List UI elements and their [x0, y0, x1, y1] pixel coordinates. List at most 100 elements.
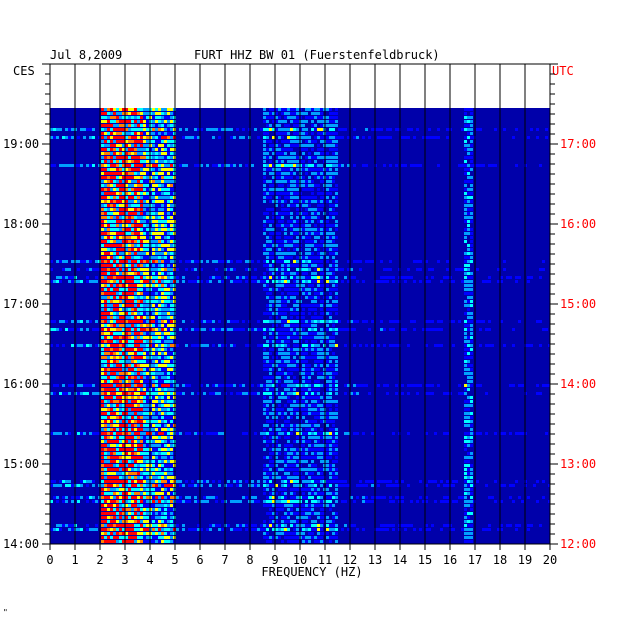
heatmap-cell	[320, 352, 323, 355]
heatmap-cell	[266, 236, 269, 239]
heatmap-cell	[155, 412, 158, 415]
heatmap-cell	[131, 256, 134, 259]
heatmap-cell	[140, 112, 143, 115]
heatmap-cell	[131, 272, 134, 275]
heatmap-cell	[353, 164, 356, 167]
heatmap-cell	[293, 356, 296, 359]
heatmap-cell	[281, 220, 284, 223]
heatmap-cell	[152, 124, 155, 127]
heatmap-cell	[152, 176, 155, 179]
heatmap-cell	[467, 124, 470, 127]
heatmap-cell	[125, 116, 128, 119]
heatmap-cell	[278, 288, 281, 291]
heatmap-cell	[290, 452, 293, 455]
heatmap-cell	[170, 112, 173, 115]
heatmap-cell	[161, 288, 164, 291]
heatmap-cell	[320, 164, 323, 167]
heatmap-cell	[113, 196, 116, 199]
heatmap-cell	[305, 448, 308, 451]
heatmap-cell	[128, 112, 131, 115]
heatmap-cell	[317, 112, 320, 115]
heatmap-cell	[326, 244, 329, 247]
heatmap-cell	[161, 444, 164, 447]
heatmap-cell	[137, 128, 140, 131]
heatmap-cell	[140, 456, 143, 459]
heatmap-cell	[272, 116, 275, 119]
heatmap-cell	[317, 232, 320, 235]
heatmap-cell	[266, 412, 269, 415]
heatmap-cell	[317, 432, 320, 435]
heatmap-cell	[62, 164, 65, 167]
heatmap-cell	[332, 336, 335, 339]
heatmap-cell	[266, 296, 269, 299]
heatmap-cell	[266, 404, 269, 407]
heatmap-cell	[128, 156, 131, 159]
heatmap-cell	[317, 128, 320, 131]
heatmap-cell	[470, 168, 473, 171]
heatmap-cell	[266, 340, 269, 343]
heatmap-cell	[122, 296, 125, 299]
heatmap-cell	[320, 132, 323, 135]
heatmap-cell	[170, 220, 173, 223]
heatmap-cell	[413, 328, 416, 331]
heatmap-cell	[128, 380, 131, 383]
heatmap-cell	[293, 452, 296, 455]
heatmap-cell	[332, 276, 335, 279]
heatmap-cell	[287, 360, 290, 363]
heatmap-cell	[110, 228, 113, 231]
heatmap-cell	[263, 192, 266, 195]
heatmap-cell	[290, 308, 293, 311]
heatmap-cell	[293, 360, 296, 363]
heatmap-cell	[143, 244, 146, 247]
heatmap-cell	[293, 144, 296, 147]
heatmap-cell	[134, 240, 137, 243]
heatmap-cell	[104, 428, 107, 431]
heatmap-cell	[212, 344, 215, 347]
heatmap-cell	[227, 128, 230, 131]
heatmap-cell	[275, 128, 278, 131]
heatmap-cell	[146, 264, 149, 267]
heatmap-cell	[131, 160, 134, 163]
heatmap-cell	[92, 136, 95, 139]
heatmap-cell	[401, 384, 404, 387]
heatmap-cell	[437, 344, 440, 347]
heatmap-cell	[290, 108, 293, 111]
heatmap-cell	[275, 268, 278, 271]
heatmap-cell	[137, 312, 140, 315]
heatmap-cell	[317, 208, 320, 211]
heatmap-cell	[170, 252, 173, 255]
heatmap-cell	[110, 152, 113, 155]
heatmap-cell	[287, 252, 290, 255]
heatmap-cell	[131, 228, 134, 231]
heatmap-cell	[464, 356, 467, 359]
heatmap-cell	[116, 280, 119, 283]
heatmap-cell	[290, 448, 293, 451]
heatmap-cell	[269, 156, 272, 159]
heatmap-cell	[467, 312, 470, 315]
heatmap-cell	[326, 340, 329, 343]
heatmap-cell	[119, 276, 122, 279]
heatmap-cell	[164, 352, 167, 355]
heatmap-cell	[134, 116, 137, 119]
heatmap-cell	[281, 172, 284, 175]
heatmap-cell	[155, 212, 158, 215]
heatmap-cell	[170, 296, 173, 299]
heatmap-cell	[329, 276, 332, 279]
heatmap-cell	[110, 116, 113, 119]
heatmap-cell	[368, 136, 371, 139]
heatmap-cell	[164, 136, 167, 139]
heatmap-cell	[137, 456, 140, 459]
heatmap-cell	[296, 380, 299, 383]
heatmap-cell	[296, 332, 299, 335]
heatmap-cell	[119, 184, 122, 187]
heatmap-cell	[113, 284, 116, 287]
heatmap-cell	[101, 256, 104, 259]
heatmap-cell	[176, 392, 179, 395]
heatmap-cell	[134, 268, 137, 271]
heatmap-cell	[158, 332, 161, 335]
heatmap-cell	[311, 132, 314, 135]
heatmap-cell	[122, 412, 125, 415]
heatmap-cell	[296, 232, 299, 235]
heatmap-cell	[119, 408, 122, 411]
heatmap-cell	[164, 448, 167, 451]
